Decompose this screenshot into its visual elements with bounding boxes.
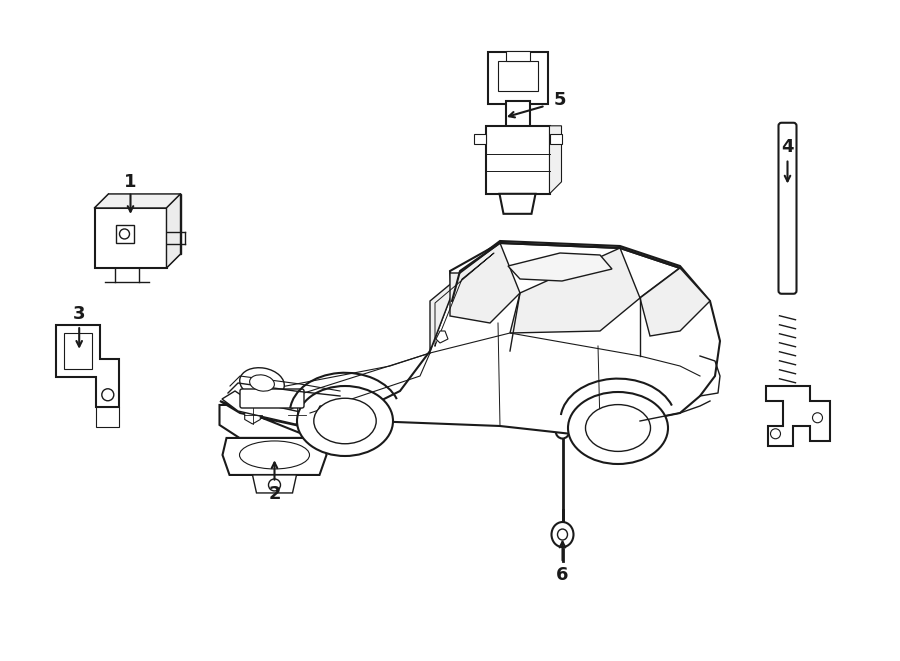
Bar (94, 208, 166, 268)
Circle shape (120, 229, 130, 239)
Polygon shape (436, 331, 448, 343)
Polygon shape (450, 243, 520, 323)
Polygon shape (220, 405, 329, 438)
Polygon shape (500, 194, 536, 214)
Text: 1: 1 (124, 173, 137, 191)
Text: 6: 6 (556, 566, 569, 584)
Polygon shape (550, 134, 562, 144)
Ellipse shape (586, 405, 651, 451)
Polygon shape (56, 325, 119, 407)
Polygon shape (94, 194, 181, 208)
FancyBboxPatch shape (240, 389, 304, 408)
Text: 3: 3 (73, 305, 86, 323)
Text: 5: 5 (554, 91, 566, 109)
Polygon shape (766, 386, 830, 446)
Bar (485, 126, 550, 194)
FancyBboxPatch shape (778, 123, 796, 293)
Polygon shape (430, 243, 500, 351)
Polygon shape (166, 194, 181, 268)
Ellipse shape (239, 441, 310, 469)
Ellipse shape (568, 392, 668, 464)
Text: 2: 2 (268, 485, 281, 504)
Polygon shape (473, 134, 485, 144)
Polygon shape (253, 475, 296, 493)
Ellipse shape (555, 422, 570, 438)
Bar (498, 61, 537, 91)
Bar (109, 194, 181, 254)
Ellipse shape (239, 368, 284, 399)
Polygon shape (64, 332, 92, 369)
Polygon shape (510, 248, 640, 333)
Bar (488, 52, 547, 104)
Polygon shape (222, 391, 340, 424)
Circle shape (770, 429, 780, 439)
Ellipse shape (314, 398, 376, 444)
Ellipse shape (557, 529, 568, 540)
Ellipse shape (297, 386, 393, 456)
Ellipse shape (249, 375, 274, 391)
Polygon shape (550, 126, 562, 194)
Polygon shape (640, 268, 710, 336)
Polygon shape (220, 241, 720, 441)
Bar (506, 101, 529, 129)
Bar (115, 225, 133, 243)
Polygon shape (222, 438, 327, 475)
Polygon shape (95, 407, 119, 427)
Polygon shape (508, 253, 612, 281)
Circle shape (813, 412, 823, 423)
Circle shape (268, 479, 281, 491)
Polygon shape (450, 243, 680, 301)
Text: 4: 4 (781, 137, 794, 156)
Bar (506, 51, 529, 61)
Circle shape (102, 389, 113, 401)
Ellipse shape (552, 522, 573, 547)
